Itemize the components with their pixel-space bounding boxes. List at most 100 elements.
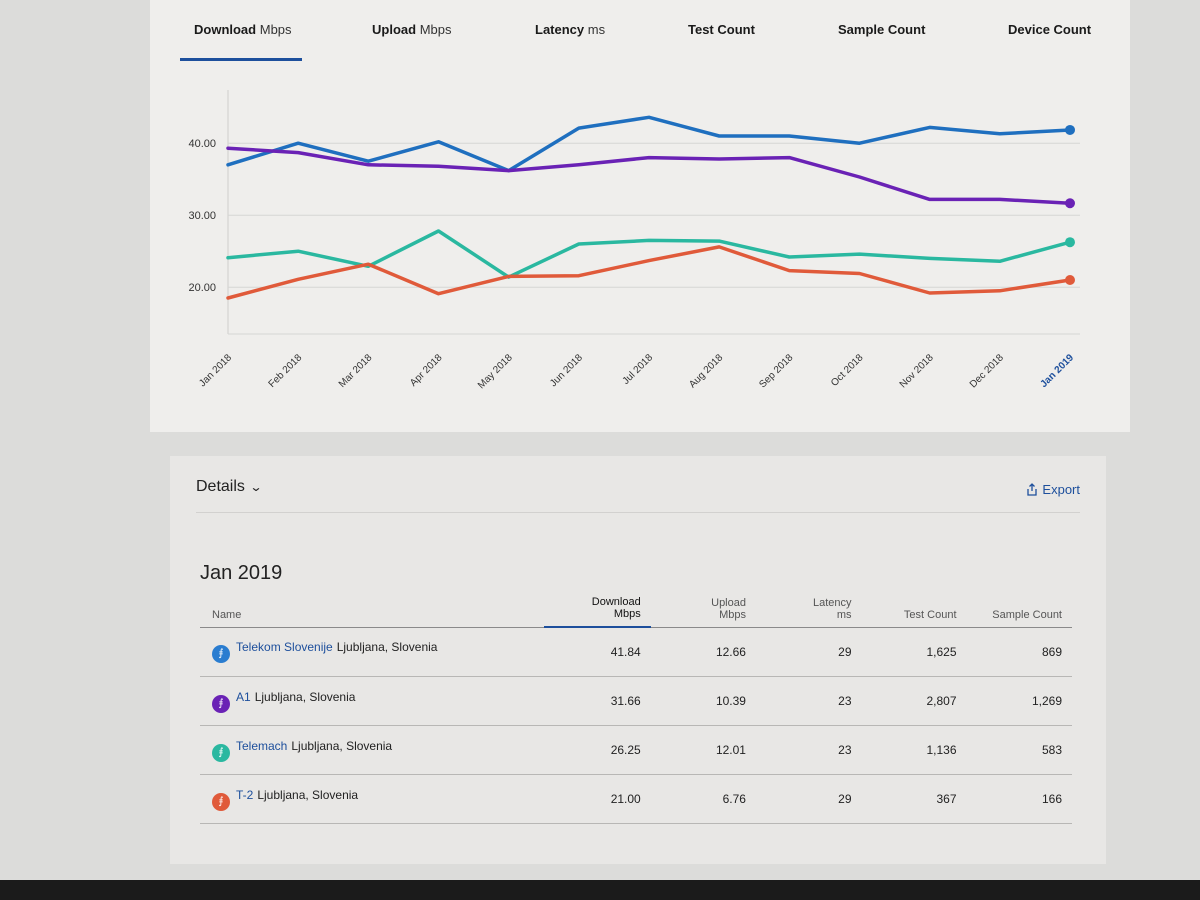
sample-count-value: 869 (966, 627, 1072, 677)
operator-link[interactable]: Telekom Slovenije (236, 640, 333, 655)
upload-value: 12.66 (650, 627, 756, 677)
details-table: Name Download Mbps Upload Mbps Latency m… (200, 596, 1072, 824)
y-tick-label: 40.00 (188, 138, 216, 150)
tab-label: Sample Count (838, 22, 926, 37)
chevron-down-icon: ⌄ (249, 480, 263, 494)
col-header-test-count[interactable]: Test Count (861, 596, 967, 628)
operator-link[interactable]: T-2 (236, 787, 254, 802)
period-title: Jan 2019 (200, 562, 283, 584)
line-chart: 20.00 30.00 40.00 Jan 2018 Feb 2018 Mar 2018 A… (188, 90, 1080, 391)
tab-upload[interactable]: Upload Mbps (372, 22, 451, 37)
x-tick-label: Aug 2018 (687, 352, 725, 390)
sample-count-value: 1,269 (966, 676, 1072, 726)
latency-value: 23 (755, 725, 862, 775)
tab-label: Upload (372, 22, 417, 37)
x-tick-label: May 2018 (476, 352, 515, 391)
share-icon (1027, 483, 1038, 496)
operator-location: Ljubljana, Slovenia (257, 787, 359, 802)
test-count-value: 1,625 (861, 627, 967, 677)
monitor-bezel (0, 880, 1200, 900)
active-tab-indicator (180, 58, 302, 61)
series-end-point (1065, 124, 1075, 135)
table-row: ⨎ Telekom Slovenije Ljubljana, Slovenia 41… (200, 627, 1072, 677)
tab-test-count[interactable]: Test Count (688, 22, 755, 37)
tab-label: Latency (535, 22, 585, 37)
x-tick-label: Sep 2018 (757, 352, 795, 390)
x-tick-label: Dec 2018 (968, 352, 1006, 390)
metrics-panel: 20.00 30.00 40.00 Jan 2018 Feb 2018 Mar 2018 A… (150, 0, 1130, 432)
operator-link[interactable]: Telemach (236, 738, 288, 753)
cell-tower-icon: ⨎ (212, 694, 230, 713)
x-tick-label: Apr 2018 (408, 352, 445, 389)
export-label: Export (1042, 482, 1080, 497)
download-value: 21.00 (544, 774, 651, 824)
col-header-unit: Mbps (613, 608, 641, 620)
tab-device-count[interactable]: Device Count (1008, 22, 1091, 37)
series-line (226, 229, 1072, 279)
x-tick-label: Nov 2018 (898, 352, 936, 390)
series-line (226, 146, 1072, 205)
tab-label: Device Count (1008, 22, 1092, 37)
col-header-unit: ms (836, 608, 852, 621)
table-row: ⨎ T-2 Ljubljana, Slovenia 21.00 6.76 29 36… (200, 774, 1072, 824)
details-toggle[interactable]: Details ⌄ (196, 478, 263, 496)
latency-value: 29 (755, 774, 862, 824)
latency-value: 23 (755, 676, 862, 726)
table-row: ⨎ A1 Ljubljana, Slovenia 31.66 10.39 23 2,… (200, 676, 1072, 726)
metric-tabs: Download Mbps Upload Mbps Latency ms Tes… (150, 0, 1130, 62)
x-tick-label: Mar 2018 (337, 352, 375, 390)
test-count-value: 367 (861, 774, 967, 824)
details-title: Details (196, 478, 245, 495)
export-button[interactable]: Export (1026, 482, 1080, 497)
x-tick-label: Jan 2018 (197, 352, 234, 389)
col-header-label: Latency (812, 596, 852, 609)
operator-cell: ⨎ A1 Ljubljana, Slovenia (200, 676, 545, 726)
tab-latency[interactable]: Latency ms (535, 22, 605, 37)
tab-sample-count[interactable]: Sample Count (838, 22, 925, 37)
x-tick-label: Feb 2018 (267, 352, 305, 390)
upload-value: 12.01 (650, 725, 756, 775)
tab-unit: Mbps (259, 22, 292, 37)
operator-location: Ljubljana, Slovenia (291, 738, 393, 753)
col-header-download[interactable]: Download Mbps (544, 596, 651, 628)
col-header-label: Download (591, 596, 641, 608)
download-value: 26.25 (544, 725, 651, 775)
cell-tower-icon: ⨎ (212, 743, 230, 762)
series-line (226, 115, 1072, 173)
test-count-value: 2,807 (861, 676, 967, 726)
download-value: 31.66 (544, 676, 651, 726)
series-end-point (1065, 275, 1075, 285)
operator-cell: ⨎ Telekom Slovenije Ljubljana, Slovenia (200, 627, 545, 677)
col-header-upload[interactable]: Upload Mbps (650, 596, 756, 628)
col-header-sample-count[interactable]: Sample Count (966, 596, 1072, 628)
col-header-latency[interactable]: Latency ms (755, 596, 862, 628)
operator-link[interactable]: A1 (236, 689, 251, 704)
col-header-label: Sample Count (992, 608, 1062, 621)
col-header-label: Name (212, 608, 242, 621)
tab-download[interactable]: Download Mbps (194, 22, 292, 37)
x-tick-label: Jul 2018 (621, 352, 656, 387)
tab-label: Test Count (688, 22, 755, 37)
latency-value: 29 (755, 627, 862, 677)
col-header-name[interactable]: Name (200, 596, 545, 628)
table-row: ⨎ Telemach Ljubljana, Slovenia 26.25 12.01… (200, 725, 1072, 775)
col-header-label: Upload (711, 596, 746, 609)
x-tick-label: Jun 2018 (548, 352, 585, 389)
cell-tower-icon: ⨎ (212, 792, 230, 811)
upload-value: 6.76 (650, 774, 756, 824)
x-tick-label: Oct 2018 (829, 352, 866, 389)
upload-value: 10.39 (650, 676, 756, 726)
operator-location: Ljubljana, Slovenia (336, 640, 438, 655)
col-header-label: Test Count (903, 608, 957, 621)
operator-cell: ⨎ Telemach Ljubljana, Slovenia (200, 725, 545, 775)
test-count-value: 1,136 (861, 725, 967, 775)
tab-unit: Mbps (419, 22, 452, 37)
operator-location: Ljubljana, Slovenia (254, 689, 356, 704)
y-tick-label: 20.00 (188, 282, 216, 294)
cell-tower-icon: ⨎ (212, 645, 230, 664)
tab-unit: ms (587, 22, 606, 37)
col-header-unit: Mbps (719, 608, 746, 621)
sample-count-value: 166 (966, 774, 1072, 824)
download-value: 41.84 (544, 627, 651, 677)
divider (196, 512, 1080, 513)
